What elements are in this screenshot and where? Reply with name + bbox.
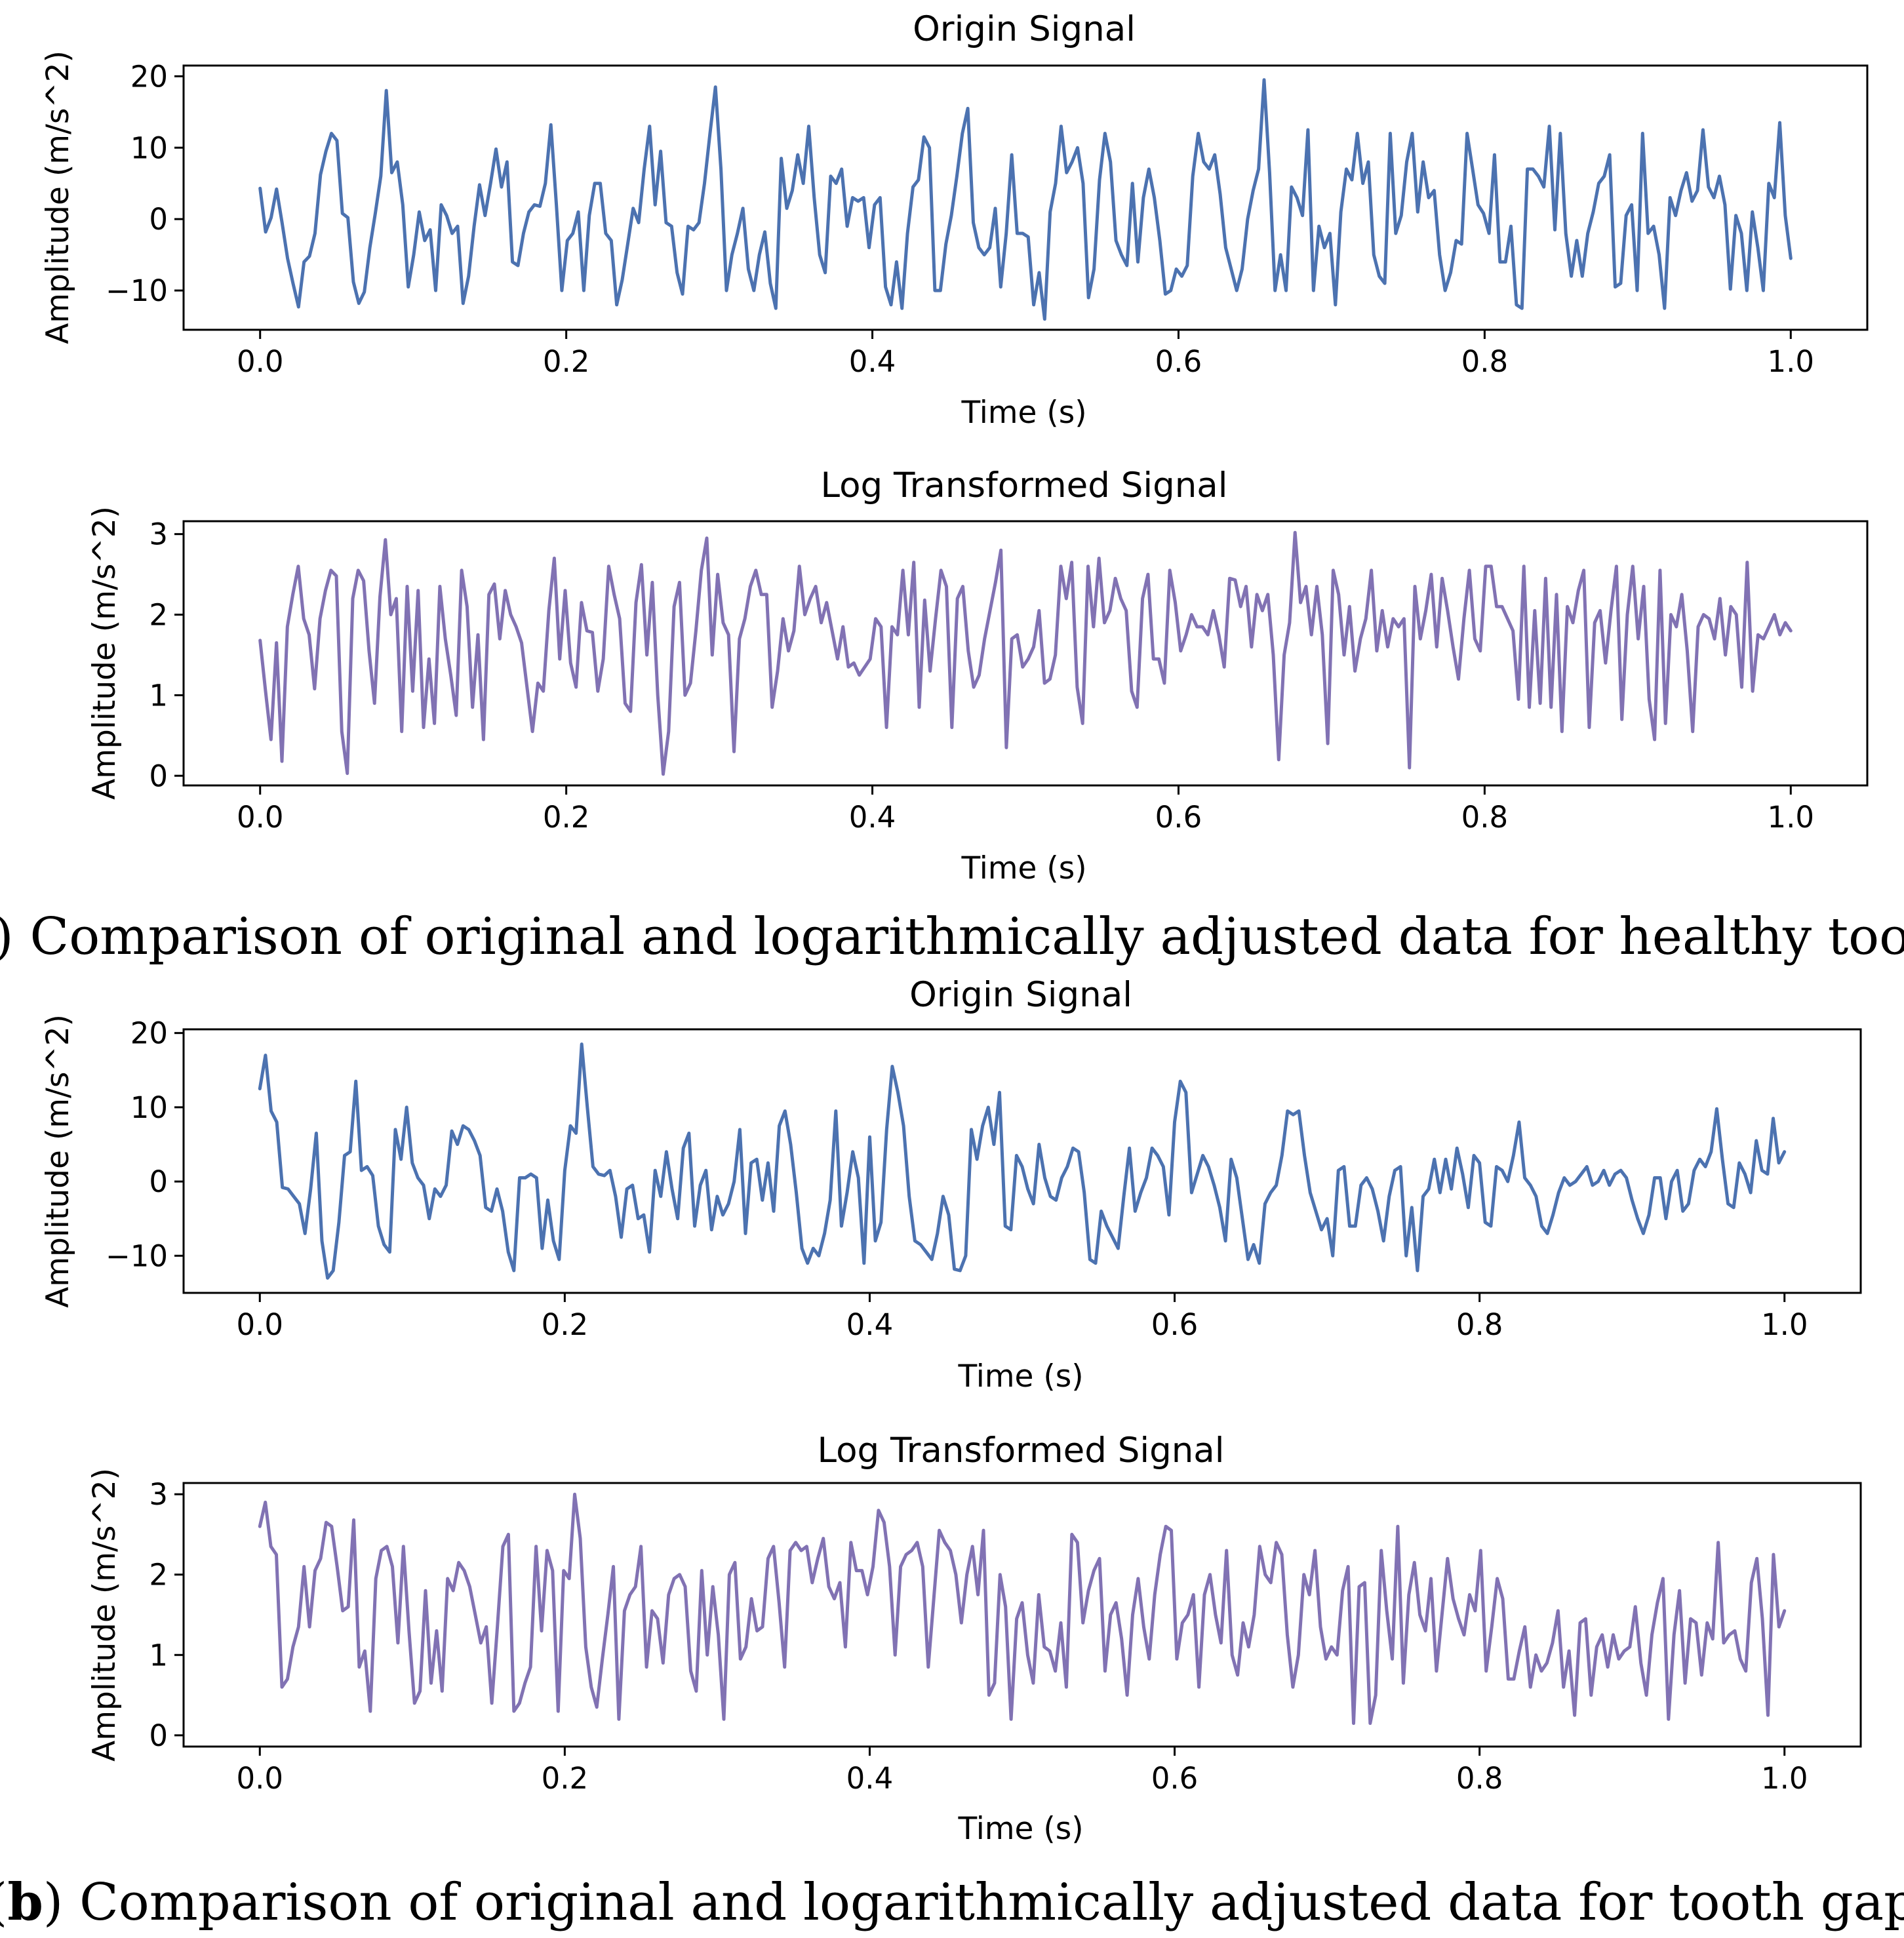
y-axis-label: Amplitude (m/s^2) xyxy=(40,1014,76,1308)
chart-b-origin: Origin Signal −10 0 10 20 0.0 0.2 0.4 0.6 0.8 1.… xyxy=(40,975,1862,1394)
plot-frame xyxy=(182,1028,1862,1294)
series-layer xyxy=(258,1042,1787,1280)
x-tick-label: 0.2 xyxy=(542,1307,589,1342)
caption-b-text: Comparison of original and logarithmical… xyxy=(79,1873,1904,1932)
series-layer xyxy=(258,530,1793,776)
y-axis: 0 1 2 3 xyxy=(149,1477,184,1753)
y-tick-label: 1 xyxy=(149,1638,168,1672)
caption-a-text: Comparison of original and logarithmical… xyxy=(30,907,1904,966)
series-line xyxy=(258,1042,1787,1280)
y-tick-label: −10 xyxy=(106,273,168,308)
x-tick-label: 0.4 xyxy=(849,344,896,379)
x-axis-label: Time (s) xyxy=(957,1811,1083,1847)
x-tick-label: 0.2 xyxy=(543,344,590,379)
x-tick-label: 0.8 xyxy=(1456,1761,1503,1796)
x-axis: 0.0 0.2 0.4 0.6 0.8 1.0 xyxy=(236,1747,1808,1796)
chart-b-log: Log Transformed Signal 0 1 2 3 0.0 0.2 0.4 0.6… xyxy=(87,1431,1862,1847)
y-tick-label: 2 xyxy=(149,1558,168,1592)
x-tick-label: 0.6 xyxy=(1151,1307,1199,1342)
caption-b: (b) Comparison of original and logarithm… xyxy=(0,1872,1904,1932)
x-axis: 0.0 0.2 0.4 0.6 0.8 1.0 xyxy=(236,1293,1808,1342)
x-tick-label: 1.0 xyxy=(1761,1307,1808,1342)
y-axis-label: Amplitude (m/s^2) xyxy=(87,1468,123,1762)
series-line xyxy=(258,1492,1787,1725)
y-axis: −10 0 10 20 xyxy=(106,1016,184,1273)
x-tick-label: 0.0 xyxy=(237,800,284,835)
y-axis: 0 1 2 3 xyxy=(149,517,184,793)
x-tick-label: 0.4 xyxy=(846,1307,894,1342)
y-tick-label: 10 xyxy=(130,130,168,165)
x-axis-label: Time (s) xyxy=(957,1358,1083,1394)
x-tick-label: 0.2 xyxy=(543,800,590,835)
y-tick-label: 20 xyxy=(130,1016,168,1051)
x-tick-label: 1.0 xyxy=(1767,800,1814,835)
plot-frame xyxy=(182,64,1869,331)
y-tick-label: 1 xyxy=(149,678,168,713)
plot-frame xyxy=(182,1482,1862,1748)
x-tick-label: 0.8 xyxy=(1461,800,1509,835)
y-axis: −10 0 10 20 xyxy=(106,59,184,308)
y-axis-label: Amplitude (m/s^2) xyxy=(87,506,123,800)
chart-title: Origin Signal xyxy=(913,9,1136,49)
series-layer xyxy=(258,78,1793,321)
caption-b-label: b xyxy=(7,1872,43,1932)
x-tick-label: 1.0 xyxy=(1761,1761,1808,1796)
chart-title: Origin Signal xyxy=(909,975,1132,1015)
x-tick-label: 0.2 xyxy=(542,1761,589,1796)
y-tick-label: 0 xyxy=(149,1164,168,1199)
y-tick-label: 0 xyxy=(149,759,168,793)
y-tick-label: 3 xyxy=(149,1477,168,1512)
plot-frame xyxy=(182,520,1869,787)
x-tick-label: 0.8 xyxy=(1461,344,1509,379)
x-tick-label: 0.6 xyxy=(1155,344,1202,379)
y-tick-label: 2 xyxy=(149,598,168,633)
x-axis: 0.0 0.2 0.4 0.6 0.8 1.0 xyxy=(237,785,1814,835)
x-axis-label: Time (s) xyxy=(961,395,1086,431)
chart-a-log: Log Transformed Signal 0 1 2 3 0.0 0.2 0.4 0.6… xyxy=(87,465,1869,886)
series-line xyxy=(258,78,1793,321)
x-tick-label: 0.6 xyxy=(1151,1761,1199,1796)
x-tick-label: 0.0 xyxy=(237,344,284,379)
chart-title: Log Transformed Signal xyxy=(820,465,1227,505)
series-line xyxy=(258,530,1793,776)
x-tick-label: 1.0 xyxy=(1767,344,1814,379)
y-tick-label: 20 xyxy=(130,59,168,94)
y-tick-label: −10 xyxy=(106,1238,168,1273)
y-axis-label: Amplitude (m/s^2) xyxy=(40,50,76,344)
caption-a: (a) Comparison of original and logarithm… xyxy=(0,907,1904,966)
x-tick-label: 0.4 xyxy=(849,800,896,835)
y-tick-label: 0 xyxy=(149,1718,168,1753)
chart-a-origin: Origin Signal −10 0 10 20 0.0 0.2 0.4 0.6 0.8 1.… xyxy=(40,9,1869,431)
y-tick-label: 3 xyxy=(149,517,168,552)
y-tick-label: 10 xyxy=(130,1090,168,1125)
x-tick-label: 0.0 xyxy=(236,1307,283,1342)
x-tick-label: 0.6 xyxy=(1155,800,1202,835)
x-axis: 0.0 0.2 0.4 0.6 0.8 1.0 xyxy=(237,330,1814,379)
y-tick-label: 0 xyxy=(149,202,168,237)
x-tick-label: 0.4 xyxy=(846,1761,894,1796)
x-tick-label: 0.0 xyxy=(236,1761,283,1796)
chart-title: Log Transformed Signal xyxy=(817,1431,1224,1471)
x-tick-label: 0.8 xyxy=(1456,1307,1503,1342)
series-layer xyxy=(258,1492,1787,1725)
x-axis-label: Time (s) xyxy=(961,850,1086,886)
